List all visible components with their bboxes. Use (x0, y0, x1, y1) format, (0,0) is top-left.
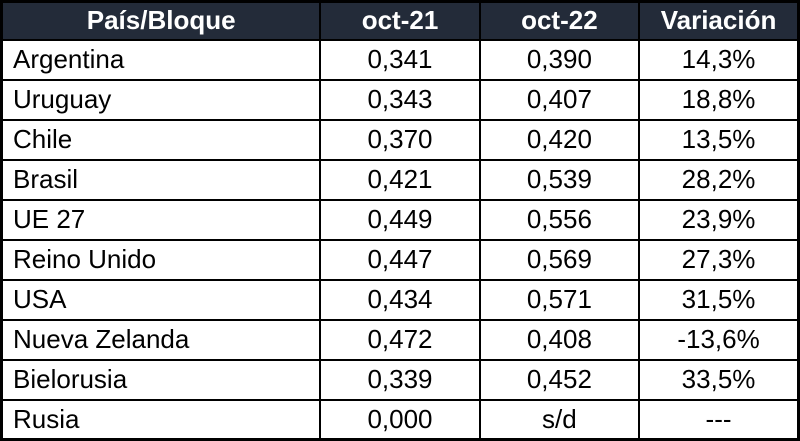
oct21-cell: 0,343 (319, 78, 481, 121)
oct21-cell: 0,449 (319, 198, 481, 241)
oct21-cell: 0,000 (319, 398, 481, 441)
oct22-cell: 0,571 (478, 278, 641, 321)
table-row: UE 27 0,449 0,556 23,9% (0, 198, 800, 241)
oct22-cell: 0,452 (478, 358, 641, 401)
oct22-cell: 0,569 (478, 238, 641, 281)
variacion-cell: 27,3% (638, 238, 800, 281)
header-row: País/Bloque oct-21 oct-22 Variación (0, 0, 800, 41)
country-cell: UE 27 (0, 198, 322, 241)
table-row: Uruguay 0,343 0,407 18,8% (0, 78, 800, 121)
country-cell: Rusia (0, 398, 322, 441)
variacion-cell: 13,5% (638, 118, 800, 161)
oct22-cell: s/d (478, 398, 641, 441)
variacion-cell: -13,6% (638, 318, 800, 361)
table-row: Argentina 0,341 0,390 14,3% (0, 38, 800, 81)
oct22-cell: 0,539 (478, 158, 641, 201)
oct22-cell: 0,556 (478, 198, 641, 241)
table-row: Bielorusia 0,339 0,452 33,5% (0, 358, 800, 401)
country-cell: Argentina (0, 38, 322, 81)
variacion-cell: 31,5% (638, 278, 800, 321)
variacion-cell: 18,8% (638, 78, 800, 121)
table-row: Reino Unido 0,447 0,569 27,3% (0, 238, 800, 281)
country-cell: Nueva Zelanda (0, 318, 322, 361)
country-cell: Reino Unido (0, 238, 322, 281)
country-cell: Brasil (0, 158, 322, 201)
header-cell-oct-21: oct-21 (319, 0, 481, 41)
header-cell-variacion: Variación (638, 0, 800, 41)
country-cell: USA (0, 278, 322, 321)
oct21-cell: 0,370 (319, 118, 481, 161)
oct22-cell: 0,390 (478, 38, 641, 81)
table-row: Brasil 0,421 0,539 28,2% (0, 158, 800, 201)
oct21-cell: 0,421 (319, 158, 481, 201)
oct21-cell: 0,472 (319, 318, 481, 361)
variacion-cell: 33,5% (638, 358, 800, 401)
header-cell-oct-22: oct-22 (478, 0, 641, 41)
oct21-cell: 0,447 (319, 238, 481, 281)
country-cell: Uruguay (0, 78, 322, 121)
table-row: Nueva Zelanda 0,472 0,408 -13,6% (0, 318, 800, 361)
oct21-cell: 0,339 (319, 358, 481, 401)
oct22-cell: 0,408 (478, 318, 641, 361)
table-row: Chile 0,370 0,420 13,5% (0, 118, 800, 161)
variacion-cell: 28,2% (638, 158, 800, 201)
variacion-cell: --- (638, 398, 800, 441)
variacion-cell: 14,3% (638, 38, 800, 81)
variacion-cell: 23,9% (638, 198, 800, 241)
table-body: Argentina 0,341 0,390 14,3% Uruguay 0,34… (0, 38, 800, 441)
header-cell-pais-bloque: País/Bloque (0, 0, 322, 41)
country-cell: Bielorusia (0, 358, 322, 401)
oct21-cell: 0,341 (319, 38, 481, 81)
country-cell: Chile (0, 118, 322, 161)
oct21-cell: 0,434 (319, 278, 481, 321)
table-row: USA 0,434 0,571 31,5% (0, 278, 800, 321)
table-row: Rusia 0,000 s/d --- (0, 398, 800, 441)
oct22-cell: 0,420 (478, 118, 641, 161)
table-header: País/Bloque oct-21 oct-22 Variación (0, 0, 800, 41)
oct22-cell: 0,407 (478, 78, 641, 121)
